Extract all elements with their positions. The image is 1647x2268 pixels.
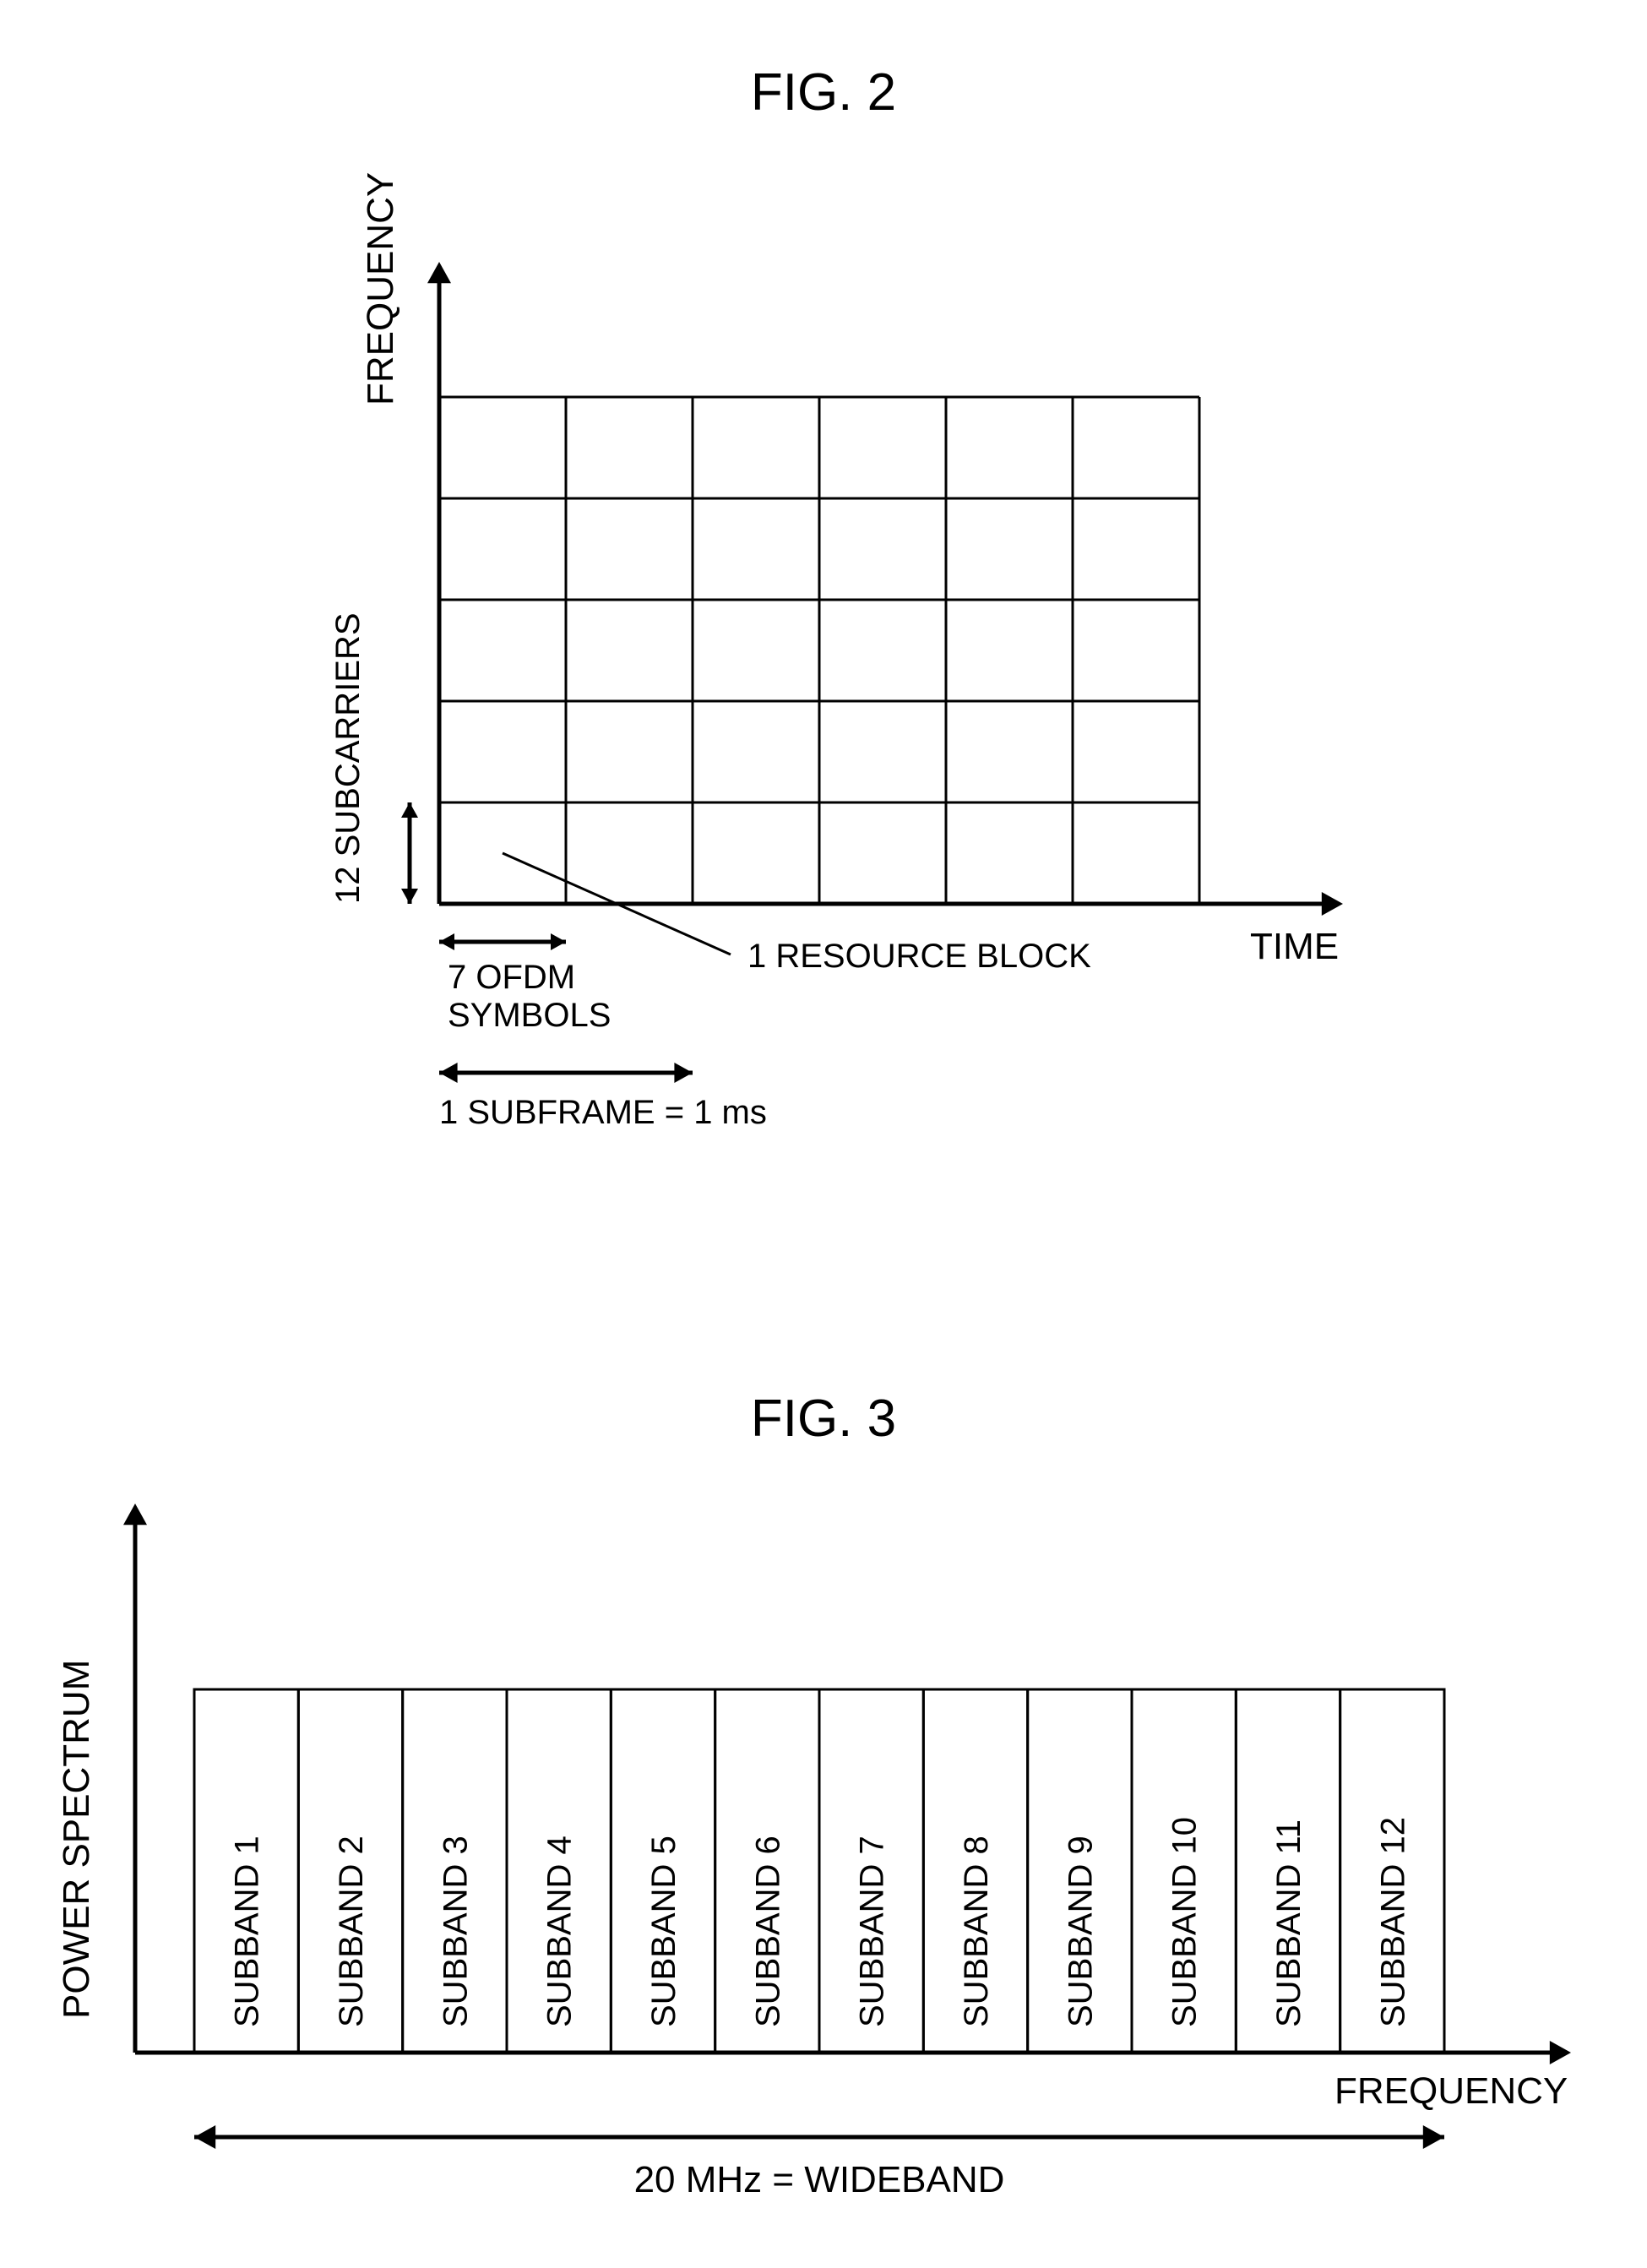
figure-2: FIG. 2 FREQUENCY TIME 12 SUBCARRIERS 7 OFDMS…	[329, 63, 1343, 1131]
fig3-x-axis-label: FREQUENCY	[1334, 2070, 1568, 2112]
subband-label: SUBBAND 1	[229, 1836, 266, 2027]
subband-label: SUBBAND 2	[333, 1836, 370, 2027]
figure-3: FIG. 3 POWER SPECTRUM FREQUENCY SUBBAND 1 SU…	[56, 1390, 1571, 2200]
fig2-resource-block-label: 1 RESOURCE BLOCK	[747, 938, 1091, 975]
subband-label: SUBBAND 8	[958, 1836, 995, 2027]
fig2-x-axis-label: TIME	[1250, 926, 1339, 967]
fig2-ofdm-label-2: SYMBOLS	[448, 997, 611, 1034]
subband-label: SUBBAND 7	[854, 1836, 891, 2027]
fig2-ofdm-label-1: 7 OFDM	[448, 959, 575, 996]
fig3-wideband-label: 20 MHz = WIDEBAND	[634, 2159, 1005, 2200]
subband-label: SUBBAND 4	[541, 1836, 579, 2027]
subband-label: SUBBAND 10	[1166, 1817, 1204, 2027]
subband-label: SUBBAND 11	[1270, 1819, 1307, 2027]
subband-label: SUBBAND 6	[749, 1836, 786, 2027]
fig2-y-axis-label: FREQUENCY	[360, 172, 401, 405]
fig2-title: FIG. 2	[751, 63, 896, 122]
subband-label: SUBBAND 12	[1374, 1817, 1411, 2027]
fig3-title: FIG. 3	[751, 1390, 896, 1448]
subband-label: SUBBAND 3	[437, 1836, 474, 2027]
fig3-y-axis-label: POWER SPECTRUM	[56, 1660, 97, 2019]
subband-label: SUBBAND 9	[1062, 1836, 1099, 2027]
fig2-subframe-label: 1 SUBFRAME = 1 ms	[439, 1094, 767, 1131]
fig2-subcarriers-label: 12 SUBCARRIERS	[329, 612, 367, 904]
subband-label: SUBBAND 5	[645, 1836, 682, 2027]
